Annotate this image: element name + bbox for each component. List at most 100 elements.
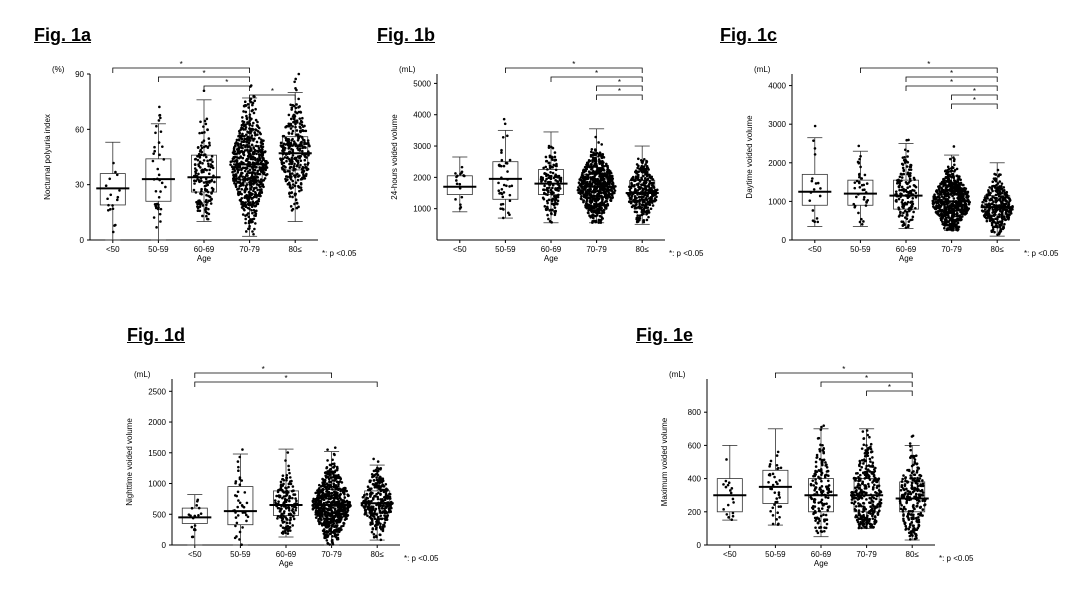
data-point bbox=[299, 163, 302, 167]
data-point bbox=[346, 509, 350, 512]
data-point bbox=[324, 495, 328, 499]
data-point bbox=[580, 194, 583, 198]
data-point bbox=[235, 521, 239, 525]
data-point bbox=[909, 163, 912, 167]
data-point bbox=[161, 145, 164, 148]
data-point bbox=[250, 185, 253, 189]
data-point bbox=[952, 156, 955, 159]
data-point bbox=[251, 200, 255, 203]
data-point bbox=[207, 207, 210, 211]
significance-star: * bbox=[973, 96, 976, 105]
data-point bbox=[236, 505, 239, 509]
data-point bbox=[638, 195, 642, 199]
data-point bbox=[645, 212, 648, 216]
data-point bbox=[155, 124, 158, 128]
data-point bbox=[244, 230, 248, 233]
data-point bbox=[337, 483, 340, 486]
data-point bbox=[115, 198, 119, 202]
data-point bbox=[455, 182, 459, 186]
data-point bbox=[115, 173, 119, 177]
data-point bbox=[857, 144, 861, 148]
data-point bbox=[233, 144, 237, 148]
data-point bbox=[502, 164, 506, 168]
data-point bbox=[234, 179, 238, 182]
data-point bbox=[332, 485, 336, 488]
data-point bbox=[200, 179, 203, 183]
data-point bbox=[333, 453, 336, 457]
data-point bbox=[275, 494, 278, 498]
data-point bbox=[379, 503, 382, 507]
data-point bbox=[942, 210, 945, 214]
data-point bbox=[371, 482, 375, 486]
data-point bbox=[241, 171, 244, 175]
data-point bbox=[298, 122, 302, 125]
data-point bbox=[244, 201, 247, 204]
data-point bbox=[295, 103, 298, 106]
data-point bbox=[585, 197, 589, 200]
box-group-0 bbox=[798, 124, 832, 227]
data-point bbox=[545, 159, 549, 163]
data-point bbox=[543, 184, 546, 188]
dots-0 bbox=[104, 161, 121, 234]
data-point bbox=[201, 214, 204, 218]
data-point bbox=[194, 191, 198, 194]
data-point bbox=[279, 488, 283, 491]
data-point bbox=[510, 184, 514, 188]
data-point bbox=[588, 183, 592, 187]
data-point bbox=[297, 97, 300, 101]
data-point bbox=[252, 189, 255, 193]
x-tick-label: 60-69 bbox=[541, 245, 562, 254]
data-point bbox=[373, 511, 376, 515]
data-point bbox=[984, 208, 987, 211]
data-point bbox=[553, 155, 556, 159]
data-point bbox=[292, 117, 296, 121]
data-point bbox=[342, 499, 346, 502]
data-point bbox=[606, 190, 610, 193]
data-point bbox=[454, 172, 457, 175]
dots-4 bbox=[980, 168, 1014, 236]
data-point bbox=[339, 489, 342, 493]
data-point bbox=[906, 200, 910, 204]
data-point bbox=[286, 451, 290, 454]
data-point bbox=[943, 226, 946, 230]
data-point bbox=[158, 113, 162, 117]
data-point bbox=[905, 213, 909, 216]
data-point bbox=[209, 163, 213, 166]
box-group-1 bbox=[843, 144, 877, 227]
data-point bbox=[579, 182, 583, 186]
data-point bbox=[601, 188, 605, 192]
data-point bbox=[813, 220, 817, 224]
data-point bbox=[638, 202, 641, 206]
data-point bbox=[860, 217, 863, 221]
data-point bbox=[597, 141, 600, 144]
data-point bbox=[593, 214, 596, 217]
data-point bbox=[595, 172, 599, 175]
data-point bbox=[548, 154, 552, 158]
data-point bbox=[298, 149, 302, 152]
data-point bbox=[375, 478, 379, 482]
x-tick-label: 70-79 bbox=[586, 245, 607, 254]
data-point bbox=[158, 212, 162, 216]
data-point bbox=[298, 105, 301, 108]
data-point bbox=[200, 170, 204, 174]
data-point bbox=[365, 492, 369, 496]
x-axis-label: Age bbox=[279, 559, 294, 568]
y-tick-label: 4000 bbox=[413, 111, 431, 120]
significance-brackets: **** bbox=[112, 60, 296, 100]
data-point bbox=[249, 147, 253, 151]
data-point bbox=[857, 173, 861, 177]
data-point bbox=[286, 518, 289, 521]
data-point bbox=[247, 221, 251, 225]
data-point bbox=[323, 493, 327, 496]
data-point bbox=[550, 198, 553, 202]
data-point bbox=[964, 190, 967, 194]
data-point bbox=[379, 514, 383, 518]
data-point bbox=[905, 165, 909, 168]
data-point bbox=[201, 162, 204, 165]
data-point bbox=[285, 526, 288, 529]
data-point bbox=[284, 507, 288, 510]
data-point bbox=[629, 186, 633, 190]
data-point bbox=[244, 214, 247, 217]
data-point bbox=[952, 212, 956, 216]
significance-brackets: ***** bbox=[860, 60, 998, 109]
